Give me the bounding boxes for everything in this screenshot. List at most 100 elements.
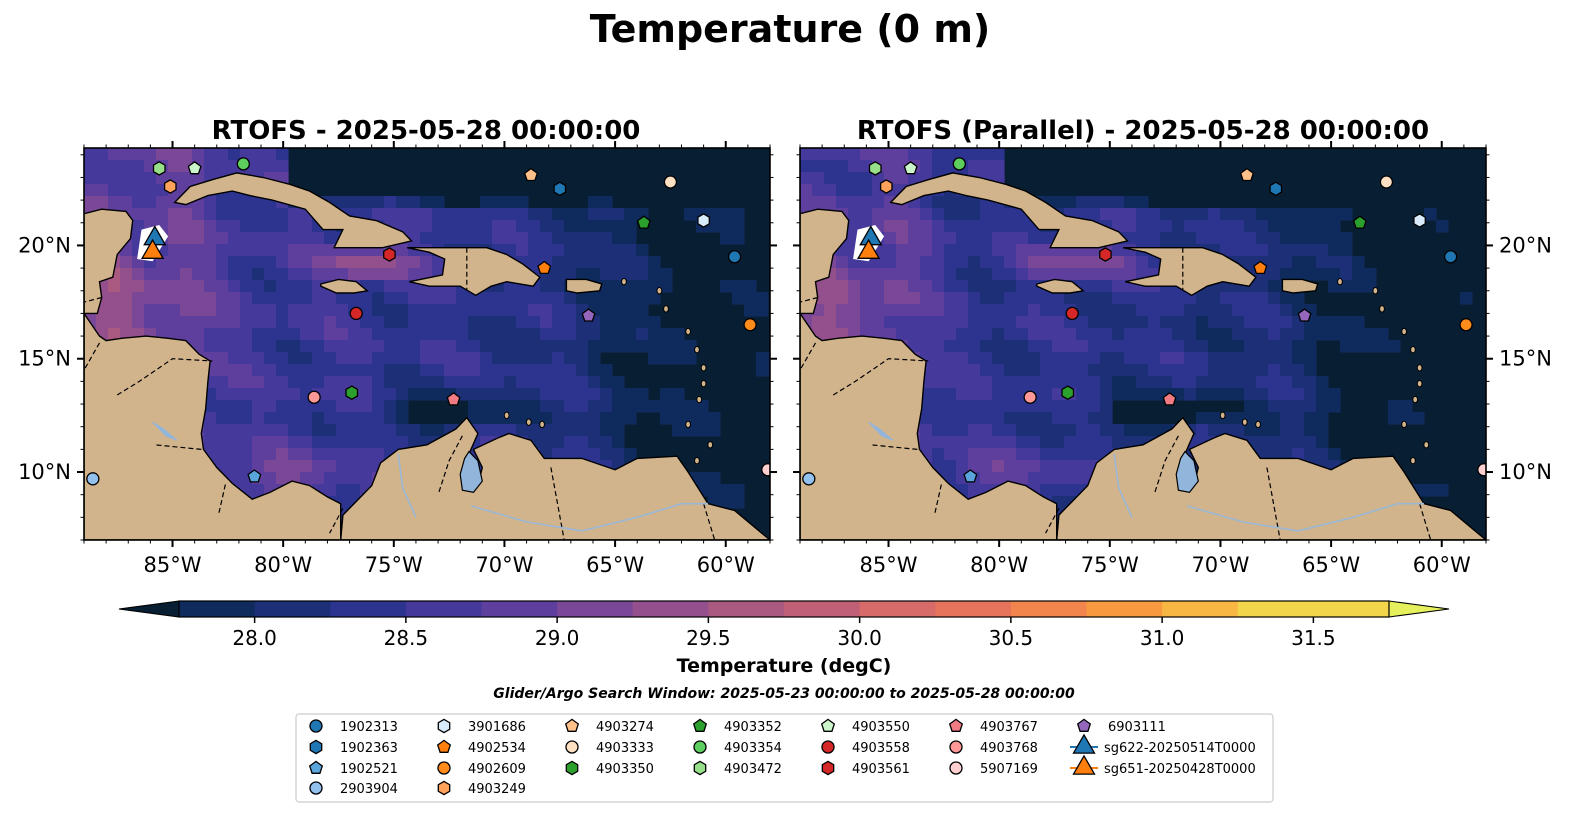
platform-4903472: [868, 161, 882, 176]
legend-marker: [693, 740, 707, 754]
legend-marker: [309, 739, 323, 755]
legend-label: 3901686: [468, 720, 526, 735]
border-line: [934, 483, 943, 513]
colorbar-frame: [178, 600, 1390, 618]
colorbar-segment: [1162, 601, 1239, 617]
platform-6903111: [581, 308, 596, 322]
platform-1902363: [553, 181, 567, 197]
border-line: [1266, 467, 1281, 540]
colorbar-segment: [1313, 601, 1389, 617]
figure-suptitle: Temperature (0 m): [590, 7, 991, 51]
platform-3901686: [697, 213, 710, 228]
legend-marker: [820, 718, 836, 732]
colorbar-segment: [1237, 601, 1314, 617]
panel-1-title: RTOFS - 2025-05-28 00:00:00: [212, 116, 641, 146]
legend-label: 6903111: [1108, 720, 1166, 735]
platform-4903767: [1162, 392, 1177, 406]
colorbar-label: Temperature (degC): [677, 655, 892, 677]
legend-marker: [821, 740, 835, 754]
land-puertoRico: [565, 278, 603, 294]
colorbar-tick-label: 28.5: [384, 626, 429, 650]
island: [503, 411, 510, 420]
island: [621, 277, 627, 286]
colorbar-tick-label: 29.5: [686, 626, 731, 650]
border-line: [1045, 508, 1060, 534]
legend-marker: [948, 718, 964, 732]
platform-4903333: [1379, 175, 1394, 189]
panel-2-title: RTOFS (Parallel) - 2025-05-28 00:00:00: [857, 116, 1429, 146]
platform-4903550: [187, 160, 202, 175]
border-line: [116, 358, 213, 396]
legend-label: 4903249: [468, 782, 526, 797]
platform-5907169: [761, 463, 770, 477]
platform-4903561: [1099, 247, 1112, 262]
platform-markers: [86, 157, 770, 486]
island: [1410, 456, 1416, 465]
island: [696, 395, 703, 404]
colorbar-segment: [1010, 601, 1087, 617]
colorbar-tick-label: 31.0: [1140, 626, 1185, 650]
legend-label: 2903904: [340, 782, 398, 797]
island: [1423, 441, 1430, 449]
island: [656, 287, 663, 295]
platform-3901686: [1413, 213, 1426, 228]
colorbar-segment: [784, 601, 861, 617]
x-tick-label: 65°W: [586, 553, 644, 577]
land-eastMain: [84, 312, 342, 540]
platform-4903274: [523, 167, 539, 182]
land-hispaniola: [1122, 246, 1257, 297]
legend-marker: [1072, 754, 1096, 775]
x-tick-label: 80°W: [254, 553, 312, 577]
legend-marker: [565, 760, 579, 776]
legend-label: 1902521: [340, 762, 398, 777]
river-line: [1187, 502, 1424, 532]
island: [1412, 395, 1419, 404]
island: [700, 379, 707, 388]
legend-label: 4902609: [468, 762, 526, 777]
legend-label: 4903333: [596, 741, 654, 756]
platform-legend: 1902313 1902363 1902521 2903904 3901686 49025…: [295, 713, 1274, 803]
legend-label: 4903352: [724, 720, 782, 735]
legend-marker: [437, 761, 451, 775]
x-tick-label: 85°W: [860, 553, 918, 577]
platform-4903768: [1023, 390, 1037, 404]
map-panels: 85°W 80°W 75°W 70°W 65°W 60°W10°N15°N20°N85°W…: [18, 141, 1552, 577]
platform-2903904: [86, 472, 100, 486]
legend-label: 4903768: [980, 741, 1038, 756]
island: [1379, 305, 1385, 313]
glider-markers: [853, 225, 885, 262]
x-tick-label: 60°W: [1413, 553, 1471, 577]
island: [1255, 420, 1261, 429]
legend-box: [295, 713, 1274, 803]
platform-1902313: [1443, 250, 1458, 264]
colorbar-segment: [632, 601, 709, 617]
border-line: [84, 296, 102, 303]
panel-frame: [799, 147, 1487, 541]
border-line: [800, 296, 818, 303]
colorbar-extend-high: [1388, 600, 1450, 618]
river-line: [1113, 453, 1133, 518]
island: [1401, 327, 1408, 336]
y-tick-label: 10°N: [1499, 460, 1552, 484]
colorbar-tick-label: 28.0: [232, 626, 277, 650]
border-line: [437, 435, 463, 495]
platform-4903350: [345, 385, 359, 401]
island: [525, 418, 532, 426]
island: [685, 420, 692, 429]
platform-4903561: [383, 247, 396, 262]
land-cuba: [173, 172, 413, 249]
colorbar-segment: [1086, 601, 1163, 617]
colorbar-segment: [330, 601, 407, 617]
land-puertoRico: [1281, 278, 1319, 294]
glider-markers: [137, 225, 169, 262]
land: [800, 172, 1486, 540]
border-line: [550, 467, 565, 540]
border-line: [832, 358, 929, 396]
legend-label: 4903472: [724, 762, 782, 777]
island: [1416, 379, 1423, 388]
x-tick-label: 70°W: [1191, 553, 1249, 577]
platform-4902534: [537, 260, 552, 275]
legend-marker: [565, 740, 579, 754]
colorbar-segment: [557, 601, 634, 617]
